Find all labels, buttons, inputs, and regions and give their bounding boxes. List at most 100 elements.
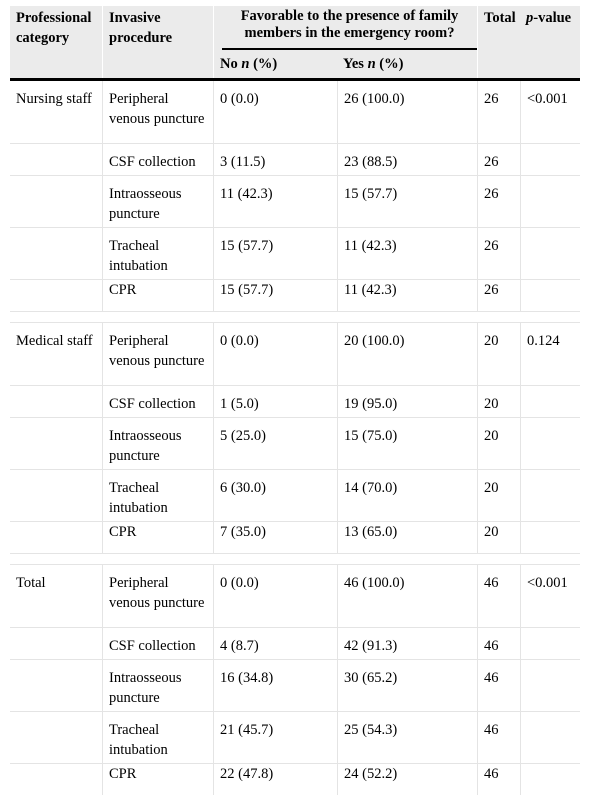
table-row: CSF collection 4 (8.7) 42 (91.3) 46 bbox=[10, 628, 580, 660]
total-cell: 26 bbox=[477, 228, 520, 279]
procedure-cell: CSF collection bbox=[102, 386, 213, 417]
yes-cell: 20 (100.0) bbox=[337, 323, 477, 385]
yes-cell: 11 (42.3) bbox=[337, 228, 477, 279]
header-favorable: Favorable to the presence of family memb… bbox=[222, 6, 477, 50]
total-cell: 20 bbox=[477, 323, 520, 385]
procedure-cell: CSF collection bbox=[102, 144, 213, 175]
header-spacer-5 bbox=[477, 52, 520, 78]
no-cell: 15 (57.7) bbox=[213, 228, 337, 279]
header-invasive-procedure: Invasive procedure bbox=[102, 6, 213, 52]
yes-cell: 23 (88.5) bbox=[337, 144, 477, 175]
yes-cell: 25 (54.3) bbox=[337, 712, 477, 763]
category-cell: Nursing staff bbox=[16, 91, 92, 107]
header-p-value: p-value bbox=[520, 6, 580, 52]
no-cell: 1 (5.0) bbox=[213, 386, 337, 417]
table-row: CSF collection 1 (5.0) 19 (95.0) 20 bbox=[10, 386, 580, 418]
p-value-cell: <0.001 bbox=[520, 565, 580, 627]
total-cell: 20 bbox=[477, 522, 520, 553]
table-row: Intraosseous puncture 16 (34.8) 30 (65.2… bbox=[10, 660, 580, 712]
yes-cell: 26 (100.0) bbox=[337, 81, 477, 143]
total-cell: 20 bbox=[477, 470, 520, 521]
category-cell: Medical staff bbox=[16, 333, 93, 349]
total-cell: 26 bbox=[477, 81, 520, 143]
table-row: Tracheal intubation 6 (30.0) 14 (70.0) 2… bbox=[10, 470, 580, 522]
table-row: Tracheal intubation 21 (45.7) 25 (54.3) … bbox=[10, 712, 580, 764]
procedure-cell: Peripheral venous puncture bbox=[102, 81, 213, 143]
no-cell: 0 (0.0) bbox=[213, 565, 337, 627]
no-cell: 5 (25.0) bbox=[213, 418, 337, 469]
no-cell: 6 (30.0) bbox=[213, 470, 337, 521]
yes-cell: 15 (57.7) bbox=[337, 176, 477, 227]
yes-cell: 24 (52.2) bbox=[337, 764, 477, 795]
yes-cell: 14 (70.0) bbox=[337, 470, 477, 521]
p-value-cell: <0.001 bbox=[520, 81, 580, 143]
header-total: Total bbox=[477, 6, 520, 52]
yes-cell: 19 (95.0) bbox=[337, 386, 477, 417]
procedure-cell: CPR bbox=[102, 280, 213, 311]
total-cell: 46 bbox=[477, 628, 520, 659]
total-cell: 20 bbox=[477, 418, 520, 469]
procedure-cell: CPR bbox=[102, 764, 213, 795]
no-cell: 3 (11.5) bbox=[213, 144, 337, 175]
p-suffix: -value bbox=[533, 10, 572, 26]
yes-label: Yes bbox=[343, 56, 368, 72]
no-cell: 7 (35.0) bbox=[213, 522, 337, 553]
yes-pct: (%) bbox=[375, 56, 404, 72]
table-row: CPR 7 (35.0) 13 (65.0) 20 bbox=[10, 522, 580, 553]
procedure-cell: CSF collection bbox=[102, 628, 213, 659]
header-spacer-1 bbox=[10, 52, 102, 78]
table-row: Intraosseous puncture 11 (42.3) 15 (57.7… bbox=[10, 176, 580, 228]
procedure-cell: Tracheal intubation bbox=[102, 228, 213, 279]
total-cell: 46 bbox=[477, 565, 520, 627]
header-favorable-group: Favorable to the presence of family memb… bbox=[213, 6, 477, 52]
yes-cell: 42 (91.3) bbox=[337, 628, 477, 659]
yes-cell: 46 (100.0) bbox=[337, 565, 477, 627]
yes-n: n bbox=[367, 56, 376, 72]
table-header-bottom: No n (%) Yes n (%) bbox=[10, 52, 580, 81]
data-table: Professional category Invasive procedure… bbox=[10, 6, 580, 795]
no-cell: 21 (45.7) bbox=[213, 712, 337, 763]
procedure-cell: Tracheal intubation bbox=[102, 712, 213, 763]
table-header-top: Professional category Invasive procedure… bbox=[10, 6, 580, 52]
header-yes: Yes n (%) bbox=[337, 52, 477, 78]
p-letter: p bbox=[526, 10, 534, 26]
total-cell: 46 bbox=[477, 764, 520, 795]
procedure-cell: Peripheral venous puncture bbox=[102, 323, 213, 385]
no-cell: 0 (0.0) bbox=[213, 323, 337, 385]
yes-cell: 13 (65.0) bbox=[337, 522, 477, 553]
yes-cell: 30 (65.2) bbox=[337, 660, 477, 711]
yes-cell: 15 (75.0) bbox=[337, 418, 477, 469]
procedure-cell: Peripheral venous puncture bbox=[102, 565, 213, 627]
p-value-cell: 0.124 bbox=[520, 323, 580, 385]
header-spacer-6 bbox=[520, 52, 580, 78]
procedure-cell: CPR bbox=[102, 522, 213, 553]
no-cell: 16 (34.8) bbox=[213, 660, 337, 711]
no-cell: 0 (0.0) bbox=[213, 81, 337, 143]
table-row: Total Peripheral venous puncture 0 (0.0)… bbox=[10, 565, 580, 628]
table-row: Tracheal intubation 15 (57.7) 11 (42.3) … bbox=[10, 228, 580, 280]
total-cell: 26 bbox=[477, 176, 520, 227]
no-cell: 15 (57.7) bbox=[213, 280, 337, 311]
no-cell: 4 (8.7) bbox=[213, 628, 337, 659]
header-professional-category: Professional category bbox=[16, 10, 92, 46]
table-row: CSF collection 3 (11.5) 23 (88.5) 26 bbox=[10, 144, 580, 176]
procedure-cell: Intraosseous puncture bbox=[102, 418, 213, 469]
group-divider bbox=[10, 311, 580, 323]
group-divider bbox=[10, 553, 580, 565]
no-n: n bbox=[241, 56, 250, 72]
total-cell: 26 bbox=[477, 280, 520, 311]
procedure-cell: Intraosseous puncture bbox=[102, 176, 213, 227]
table-row: Medical staff Peripheral venous puncture… bbox=[10, 323, 580, 386]
table-row: CPR 15 (57.7) 11 (42.3) 26 bbox=[10, 280, 580, 311]
total-cell: 26 bbox=[477, 144, 520, 175]
total-cell: 20 bbox=[477, 386, 520, 417]
procedure-cell: Tracheal intubation bbox=[102, 470, 213, 521]
table-row: Nursing staff Peripheral venous puncture… bbox=[10, 81, 580, 144]
yes-cell: 11 (42.3) bbox=[337, 280, 477, 311]
no-cell: 11 (42.3) bbox=[213, 176, 337, 227]
table-row: CPR 22 (47.8) 24 (52.2) 46 bbox=[10, 764, 580, 795]
table-row: Intraosseous puncture 5 (25.0) 15 (75.0)… bbox=[10, 418, 580, 470]
no-cell: 22 (47.8) bbox=[213, 764, 337, 795]
category-cell: Total bbox=[16, 575, 46, 591]
procedure-cell: Intraosseous puncture bbox=[102, 660, 213, 711]
